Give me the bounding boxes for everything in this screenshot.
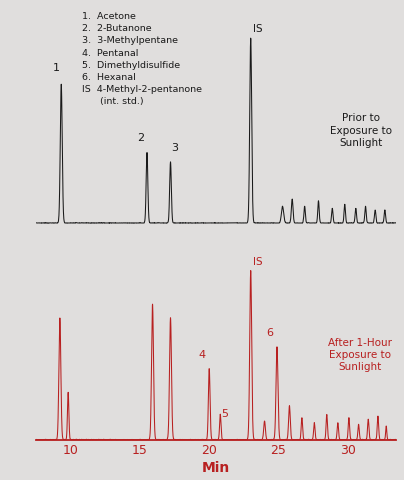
Text: 3: 3 [171, 143, 178, 153]
Text: 6: 6 [267, 328, 274, 338]
Text: Prior to
Exposure to
Sunlight: Prior to Exposure to Sunlight [330, 113, 392, 148]
Text: 2: 2 [137, 133, 144, 144]
Text: 1: 1 [53, 63, 60, 73]
Text: 4: 4 [199, 350, 206, 360]
Text: IS: IS [253, 257, 263, 267]
Text: IS: IS [253, 24, 263, 35]
X-axis label: Min: Min [202, 461, 230, 475]
Text: After 1-Hour
Exposure to
Sunlight: After 1-Hour Exposure to Sunlight [328, 337, 392, 372]
Text: 1.  Acetone
2.  2-Butanone
3.  3-Methylpentane
4.  Pentanal
5.  Dimethyldisulfid: 1. Acetone 2. 2-Butanone 3. 3-Methylpent… [82, 12, 202, 106]
Text: 5: 5 [221, 409, 228, 420]
